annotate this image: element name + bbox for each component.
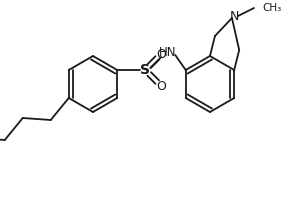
Text: N: N xyxy=(229,9,239,22)
Text: CH₃: CH₃ xyxy=(262,3,281,13)
Text: HN: HN xyxy=(158,45,176,59)
Text: O: O xyxy=(156,80,166,93)
Text: S: S xyxy=(140,63,150,77)
Text: O: O xyxy=(156,47,166,61)
